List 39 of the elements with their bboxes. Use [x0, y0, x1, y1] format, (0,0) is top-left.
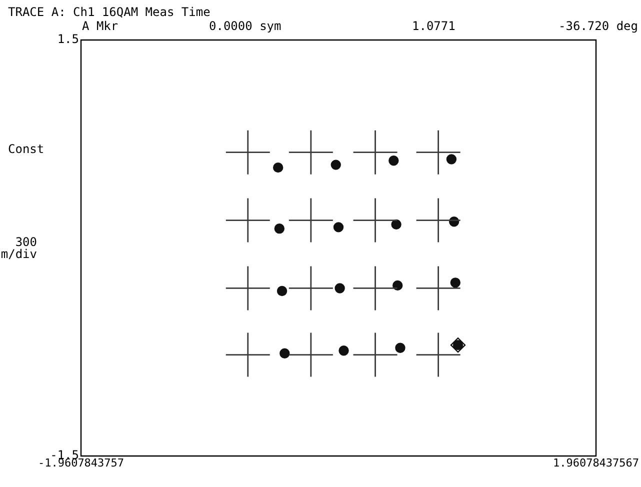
point: [226, 198, 270, 242]
point: [288, 198, 333, 242]
text: -36.720 deg: [558, 19, 638, 34]
point: [288, 332, 333, 377]
x-tick-label: 1.96078437567: [552, 456, 640, 470]
point: [288, 130, 333, 174]
point: [330, 160, 341, 170]
point: [276, 286, 288, 296]
point: [388, 156, 399, 166]
text: 1.0771: [412, 19, 456, 34]
point: [226, 130, 270, 174]
point: [334, 283, 345, 294]
point: [353, 198, 398, 242]
point: [338, 346, 349, 356]
point: [353, 130, 398, 174]
point: [226, 332, 270, 377]
point: [333, 222, 344, 232]
point: [272, 162, 284, 173]
point: [392, 280, 403, 291]
point: [226, 266, 270, 310]
point: [391, 219, 402, 230]
text: Const: [8, 142, 44, 156]
point: [288, 266, 333, 310]
point: [353, 266, 398, 310]
y-tick-label: 1.5: [57, 32, 79, 46]
point: [416, 130, 460, 174]
point: [416, 266, 460, 310]
chart-title: TRACE A: Ch1 16QAM Meas Time: [8, 5, 210, 20]
point: [416, 198, 460, 242]
point: [416, 332, 460, 377]
point: [450, 278, 460, 288]
point: [395, 342, 406, 353]
text: 0.0000 sym: [209, 19, 282, 34]
point: [280, 348, 290, 358]
point: [353, 332, 398, 377]
point: [274, 223, 285, 234]
text: A Mkr: [82, 19, 118, 34]
point: [446, 154, 457, 164]
text: 300 m/div: [0, 235, 37, 262]
